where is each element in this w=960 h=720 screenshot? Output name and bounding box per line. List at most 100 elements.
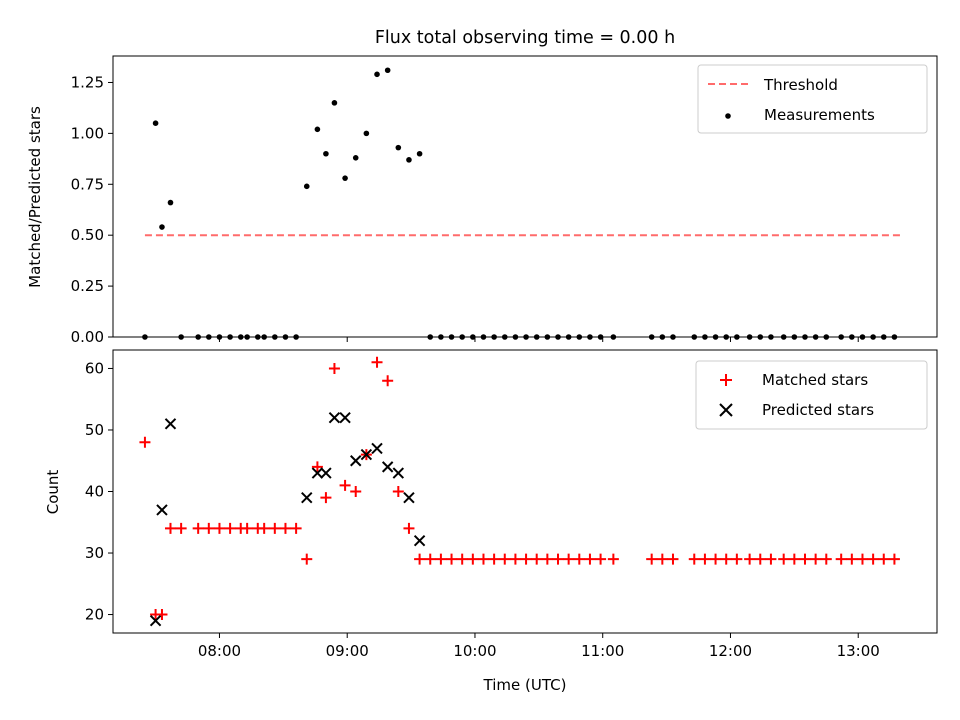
legend-predicted-swatch [719, 403, 733, 417]
matched-point-27 [414, 553, 426, 565]
predicted-point-13 [403, 491, 415, 504]
predicted-point-9 [360, 448, 373, 461]
bottom-legend-box [695, 360, 928, 430]
matched-point-7 [213, 522, 225, 534]
measurement-point-25 [395, 144, 402, 151]
bottom-y-ticks: 20 30 40 50 60 [85, 359, 113, 624]
measurement-point-22 [363, 130, 370, 137]
matched-point-37 [520, 553, 532, 565]
top-y-tick-label-3: 0.75 [71, 175, 104, 193]
matched-point-43 [584, 553, 596, 565]
measurement-point-17 [314, 126, 321, 133]
legend-threshold-label: Threshold [763, 76, 838, 94]
matched-point-28 [424, 553, 436, 565]
top-y-tick-label-1: 0.25 [71, 277, 104, 295]
x-tick-label-4: 12:00 [709, 642, 752, 660]
measurement-point-24 [384, 67, 391, 74]
matched-point-15 [290, 522, 302, 534]
matched-point-49 [688, 553, 700, 565]
measurement-point-20 [342, 175, 348, 181]
matched-point-3 [164, 522, 176, 534]
matched-point-53 [731, 553, 743, 565]
matched-point-58 [788, 553, 800, 565]
x-tick-label-2: 10:00 [453, 642, 496, 660]
matched-point-12 [258, 522, 270, 534]
predicted-point-6 [328, 411, 341, 424]
legend-matched-swatch [720, 374, 732, 386]
matched-point-32 [467, 553, 479, 565]
matched-point-40 [552, 553, 564, 565]
predicted-point-1 [156, 504, 168, 516]
top-legend: Threshold Measurements [697, 64, 928, 134]
matched-point-24 [382, 375, 394, 387]
matched-point-17 [311, 461, 323, 473]
chart-title: Flux total observing time = 0.00 h [375, 28, 675, 48]
bottom-plot-frame [112, 349, 938, 634]
matched-point-16 [301, 553, 313, 565]
top-y-tick-label-4: 1.00 [71, 124, 104, 142]
predicted-point-4 [311, 467, 324, 479]
measurement-point-1 [152, 120, 159, 126]
matched-point-48 [667, 553, 679, 565]
matched-point-64 [856, 553, 868, 565]
bottom-y-tick-label-0: 20 [85, 606, 104, 624]
matched-point-63 [846, 553, 858, 565]
predicted-point-2 [164, 418, 177, 430]
matched-point-19 [328, 362, 340, 374]
matched-point-47 [656, 553, 668, 565]
bottom-x-ticks: 08:00 09:00 10:00 11:00 12:00 13:00 [198, 633, 880, 660]
measurement-point-16 [303, 183, 310, 190]
predicted-point-11 [381, 461, 394, 473]
x-tick-label-5: 13:00 [837, 642, 880, 660]
matched-point-41 [563, 553, 575, 565]
matched-point-6 [203, 522, 215, 534]
x-tick-label-1: 09:00 [326, 642, 369, 660]
top-y-ticks: 0.00 0.25 0.50 0.75 1.00 1.25 [71, 73, 113, 346]
legend-measurements-label: Measurements [764, 106, 875, 124]
top-y-tick-label-5: 1.25 [71, 73, 104, 91]
x-tick-label-0: 08:00 [198, 642, 241, 660]
bottom-y-tick-label-2: 40 [85, 483, 104, 501]
matched-point-18 [320, 492, 332, 504]
matched-point-51 [710, 553, 722, 565]
matched-point-26 [403, 522, 415, 534]
matched-point-62 [835, 553, 847, 565]
predicted-point-0 [149, 614, 162, 627]
matched-point-55 [754, 553, 766, 565]
legend-measurements-swatch [725, 113, 731, 119]
matched-point-20 [339, 479, 351, 491]
top-x-ticks [218, 337, 859, 342]
measurement-point-27 [416, 150, 423, 157]
bottom-legend: Matched stars Predicted stars [695, 360, 928, 430]
matched-point-56 [765, 553, 777, 565]
predicted-point-3 [301, 491, 313, 504]
measurement-point-23 [374, 71, 380, 78]
matched-point-67 [888, 553, 900, 565]
matched-point-2 [156, 609, 168, 621]
predicted-point-8 [350, 455, 362, 467]
matched-point-52 [720, 553, 732, 565]
matched-point-42 [573, 553, 585, 565]
matched-point-38 [531, 553, 543, 565]
matched-point-39 [541, 553, 553, 565]
matched-point-29 [435, 553, 447, 565]
matched-point-45 [607, 553, 619, 565]
matched-point-8 [224, 522, 236, 534]
matched-point-35 [499, 553, 511, 565]
measurement-point-3 [167, 199, 174, 206]
matched-point-21 [350, 486, 362, 497]
matched-point-4 [175, 522, 187, 534]
matched-point-5 [192, 522, 204, 534]
predicted-point-7 [339, 411, 351, 424]
top-legend-box [697, 64, 928, 134]
measurement-point-21 [352, 155, 359, 161]
matched-point-59 [799, 553, 811, 565]
top-y-tick-label-2: 0.50 [71, 226, 104, 244]
top-panel: 0.00 0.25 0.50 0.75 1.00 1.25 Matched/Predict… [26, 55, 938, 346]
matched-point-46 [646, 553, 658, 565]
matched-point-14 [279, 522, 291, 534]
predicted-point-5 [320, 467, 332, 479]
matched-points [139, 356, 900, 621]
matched-point-65 [867, 553, 879, 565]
matched-point-13 [269, 522, 281, 534]
